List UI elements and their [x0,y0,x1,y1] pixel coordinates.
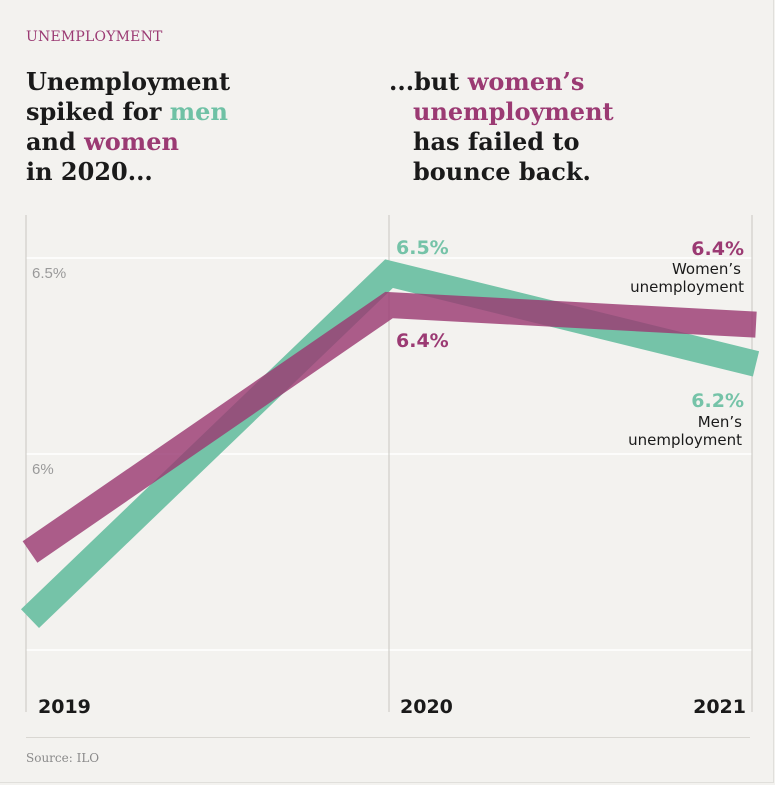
y-tick-label-1: 6% [32,461,54,478]
label-men-2021: 6.2% [691,390,744,412]
source-divider [26,737,750,738]
kicker: UNEMPLOYMENT [26,29,163,45]
headline-right-line1: ...but [389,67,468,96]
label-women-series-2: unemployment [630,278,744,296]
headline-right-line2: unemployment [413,97,614,126]
headline-left-line1: Unemployment [26,67,231,96]
label-men-2020: 6.5% [396,237,449,259]
label-women-2021: 6.4% [691,238,744,260]
headline-right: ...but women’s unemployment has failed t… [389,67,614,187]
x-tick-label-2020: 2020 [400,696,453,718]
series-line-men [20,259,760,629]
label-men-series-1: Men’s [698,413,742,431]
grid: 6.5% 6% [25,215,753,712]
x-tick-label-2019: 2019 [38,696,91,718]
source-note: Source: ILO [26,751,100,765]
headline-men-word: men [169,97,228,126]
headline-left-line2: spiked for [26,97,170,126]
labels-layer: 2019 2020 20216.5%6.4%6.4%Women’sunemploym… [38,237,746,718]
y-tick-label-0: 6.5% [32,265,66,282]
headline-womens-word: women’s [467,67,585,96]
headline-women-word: women [84,127,179,156]
headline-right-line3: has failed to [413,127,580,156]
headline-left-line4: in 2020... [26,157,153,186]
label-women-2020: 6.4% [396,330,449,352]
label-men-series-2: unemployment [628,431,742,449]
series-layer [20,259,760,629]
headline-right-line4: bounce back. [413,157,591,186]
series-line-women [22,291,757,563]
headline-left: Unemployment spiked for men and women in… [26,67,230,187]
headline-left-line3: and [26,127,85,156]
label-women-series-1: Women’s [672,260,741,278]
x-tick-label-2021: 2021 [693,696,746,718]
